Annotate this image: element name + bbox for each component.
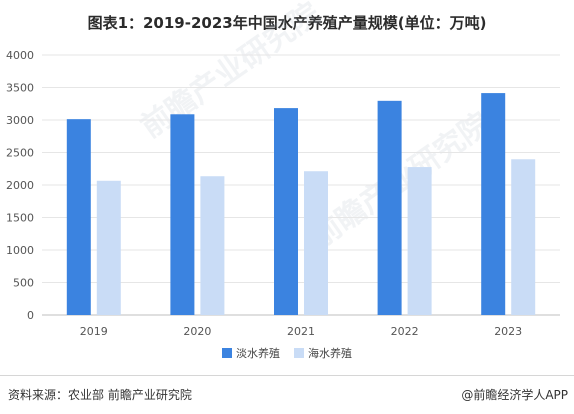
bar-seawater: [200, 176, 225, 315]
x-tick-label: 2022: [391, 325, 419, 338]
bars: [66, 93, 536, 315]
chart-title: 图表1：2019-2023年中国水产养殖产量规模(单位：万吨): [87, 14, 487, 32]
y-tick-label: 500: [13, 277, 34, 290]
y-tick-label: 0: [27, 309, 34, 322]
bar-seawater: [96, 180, 121, 315]
bar-freshwater: [66, 119, 91, 315]
y-tick-label: 1500: [6, 212, 34, 225]
legend-label: 海水养殖: [308, 346, 352, 360]
x-tick-label: 2021: [287, 325, 315, 338]
brand-credit: @前瞻经济学人APP: [461, 388, 568, 402]
legend-swatch: [294, 348, 304, 358]
legend: 淡水养殖 海水养殖: [222, 346, 352, 360]
x-tick-label: 2023: [494, 325, 522, 338]
bar-freshwater: [170, 114, 195, 315]
y-tick-label: 4000: [6, 49, 34, 62]
y-axis-ticks: 0 500 1000 1500 2000 2500 3000 3500 4000: [6, 49, 34, 322]
y-tick-label: 3000: [6, 114, 34, 127]
source-note: 资料来源：农业部 前瞻产业研究院: [8, 388, 192, 402]
bar-freshwater: [481, 93, 506, 315]
legend-label: 淡水养殖: [236, 346, 280, 360]
footer-divider: [0, 375, 574, 376]
bar-freshwater: [377, 100, 402, 315]
y-tick-label: 3500: [6, 82, 34, 95]
y-tick-label: 1000: [6, 244, 34, 257]
legend-swatch: [222, 348, 232, 358]
y-tick-label: 2000: [6, 179, 34, 192]
x-axis-ticks: 2019 2020 2021 2022 2023: [80, 325, 522, 338]
bar-seawater: [511, 159, 536, 315]
y-tick-label: 2500: [6, 147, 34, 160]
bar-seawater: [304, 171, 328, 315]
bar-freshwater: [274, 108, 298, 315]
gridlines: [42, 54, 560, 316]
x-tick-label: 2019: [80, 325, 108, 338]
x-tick-label: 2020: [183, 325, 211, 338]
bar-chart: 0 500 1000 1500 2000 2500 3000 3500 4000 2019 202…: [6, 49, 560, 360]
bar-seawater: [407, 167, 432, 315]
